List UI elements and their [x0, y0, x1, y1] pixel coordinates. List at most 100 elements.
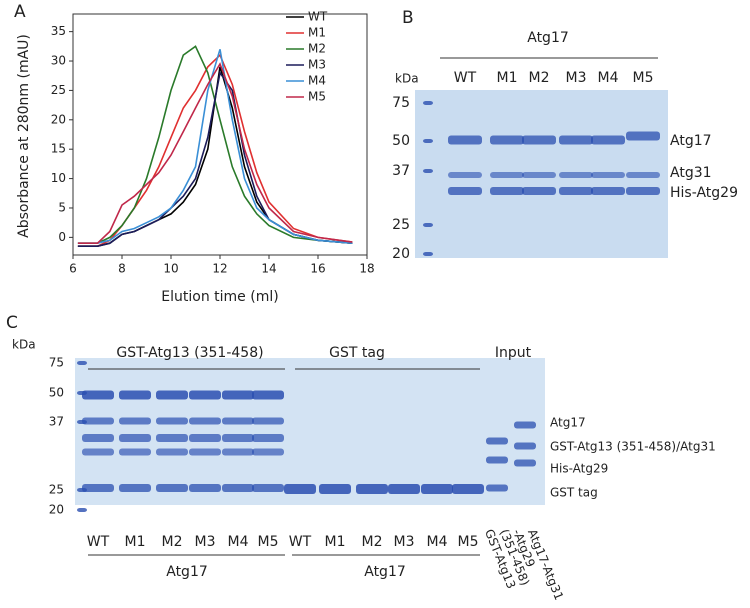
protein-band [156, 448, 188, 456]
band-label: Atg17 [670, 133, 712, 149]
protein-band [189, 448, 221, 456]
protein-band [222, 417, 254, 425]
marker-label: 20 [49, 503, 64, 517]
legend-label: M2 [308, 42, 326, 56]
legend-label: M3 [308, 58, 326, 72]
series-line [77, 49, 353, 244]
y-tick-label: 35 [51, 24, 66, 38]
protein-band [252, 484, 284, 492]
y-tick-label: 25 [51, 83, 66, 97]
protein-band [252, 390, 284, 400]
lane-label: M5 [633, 70, 654, 86]
marker-band [423, 101, 433, 105]
protein-band [591, 187, 625, 195]
protein-band [189, 484, 221, 492]
protein-band [119, 484, 151, 492]
x-tick-label: 6 [69, 262, 77, 276]
protein-band [388, 484, 420, 494]
y-tick-label: 5 [58, 200, 66, 214]
lane-label: M4 [598, 70, 619, 86]
protein-band [448, 187, 482, 195]
protein-band [522, 187, 556, 195]
lane-label: M3 [394, 534, 415, 550]
group-label: Atg17 [364, 564, 406, 580]
lane-label: WT [87, 534, 110, 550]
protein-band [490, 135, 524, 145]
x-tick-label: 10 [163, 262, 178, 276]
protein-band [82, 390, 114, 400]
gel-c [75, 358, 545, 505]
protein-band [514, 459, 536, 467]
band-label: His-Atg29 [670, 185, 738, 201]
panel-label: C [6, 313, 18, 333]
protein-band [156, 434, 188, 442]
protein-band [522, 172, 556, 178]
protein-band [559, 172, 593, 178]
marker-band [77, 508, 87, 512]
lane-label: M2 [529, 70, 550, 86]
protein-band [119, 390, 151, 400]
lane-label: M1 [497, 70, 518, 86]
protein-band [452, 484, 484, 494]
protein-band [490, 172, 524, 178]
lane-label: M1 [125, 534, 146, 550]
band-label: Atg31 [670, 165, 712, 181]
x-tick-label: 18 [359, 262, 374, 276]
marker-band [423, 252, 433, 256]
protein-band [284, 484, 316, 494]
protein-band [448, 172, 482, 178]
marker-band [423, 223, 433, 227]
y-tick-label: 30 [51, 54, 66, 68]
lane-label: M4 [427, 534, 448, 550]
lane-label: M1 [325, 534, 346, 550]
legend-label: M5 [308, 90, 326, 104]
protein-band [559, 187, 593, 195]
protein-band [222, 390, 254, 400]
protein-band [559, 135, 593, 145]
lane-label: WT [454, 70, 477, 86]
marker-band [77, 361, 87, 365]
protein-band [522, 135, 556, 145]
band-label: Atg17 [550, 416, 586, 430]
protein-band [189, 434, 221, 442]
lane-label: M5 [258, 534, 279, 550]
legend-label: WT [308, 10, 328, 24]
y-tick-label: 15 [51, 142, 66, 156]
protein-band [82, 448, 114, 456]
protein-band [222, 448, 254, 456]
group-label: Atg17 [166, 564, 208, 580]
group-label: Input [495, 345, 532, 361]
marker-label: 50 [392, 133, 410, 149]
band-label: His-Atg29 [550, 462, 608, 476]
x-axis-label: Elution time (ml) [161, 289, 278, 305]
x-tick-label: 14 [261, 262, 276, 276]
marker-label: 37 [49, 415, 64, 429]
band-label: GST tag [550, 486, 598, 500]
panel-label: A [14, 2, 26, 22]
marker-label: 37 [392, 163, 410, 179]
protein-band [82, 434, 114, 442]
lane-label: M2 [162, 534, 183, 550]
legend-label: M1 [308, 26, 326, 40]
marker-label: 75 [49, 356, 64, 370]
protein-band [222, 434, 254, 442]
protein-band [514, 442, 536, 450]
y-tick-label: 0 [58, 230, 66, 244]
protein-band [486, 437, 508, 445]
protein-band [222, 484, 254, 492]
group-label: GST-Atg13 (351-458) [116, 345, 263, 361]
series-line [77, 62, 353, 244]
lane-label: WT [289, 534, 312, 550]
protein-band [82, 417, 114, 425]
marker-label: 20 [392, 246, 410, 262]
protein-band [591, 135, 625, 145]
protein-band [189, 390, 221, 400]
marker-label: 25 [392, 217, 410, 233]
protein-band [252, 434, 284, 442]
protein-band [119, 434, 151, 442]
lane-label: M2 [362, 534, 383, 550]
unit-label: kDa [395, 72, 419, 86]
x-tick-label: 12 [212, 262, 227, 276]
protein-band [82, 484, 114, 492]
